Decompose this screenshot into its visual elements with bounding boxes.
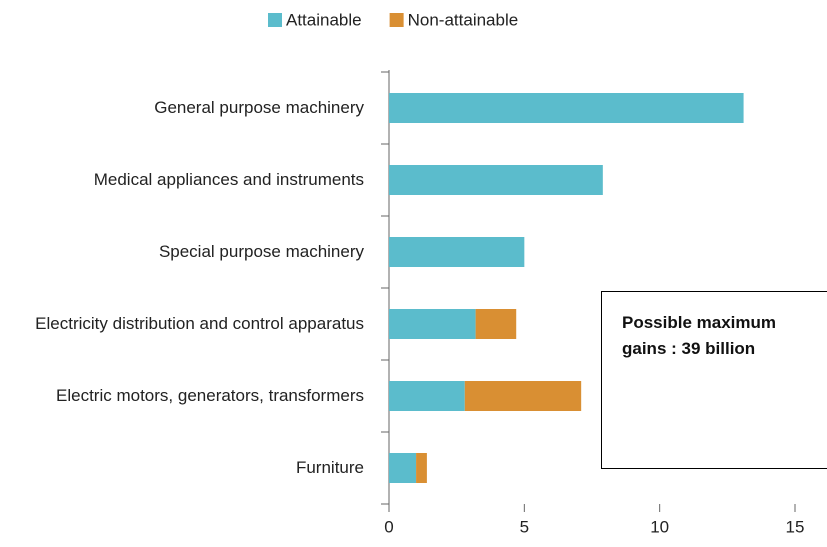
bar-segment	[389, 309, 476, 339]
bar-segment	[389, 165, 603, 195]
legend-swatch	[389, 13, 404, 27]
x-tick-label: 10	[650, 517, 669, 536]
x-tick-label: 5	[520, 517, 529, 536]
category-label: General purpose machinery	[154, 98, 364, 117]
bar-segment	[389, 237, 525, 267]
category-label: Electric motors, generators, transformer…	[56, 386, 364, 405]
bar-segment	[389, 381, 465, 411]
legend-swatch	[268, 13, 282, 27]
bar-segment	[389, 93, 744, 123]
category-label: Medical appliances and instruments	[93, 170, 364, 189]
legend-label: Attainable	[286, 10, 362, 29]
bar-segment	[464, 381, 582, 411]
category-label: Special purpose machinery	[158, 242, 364, 261]
x-tick-label: 0	[384, 517, 393, 536]
annotation: Possible maximum gains : 39 billion	[601, 291, 827, 469]
x-tick-label: 15	[786, 517, 805, 536]
bar-segment	[475, 309, 517, 339]
category-label: Furniture	[295, 458, 364, 477]
bar-segment	[416, 453, 427, 483]
legend-label: Non-attainable	[408, 10, 519, 29]
category-label: Electricity distribution and control app…	[35, 314, 364, 333]
bar-segment	[389, 453, 417, 483]
